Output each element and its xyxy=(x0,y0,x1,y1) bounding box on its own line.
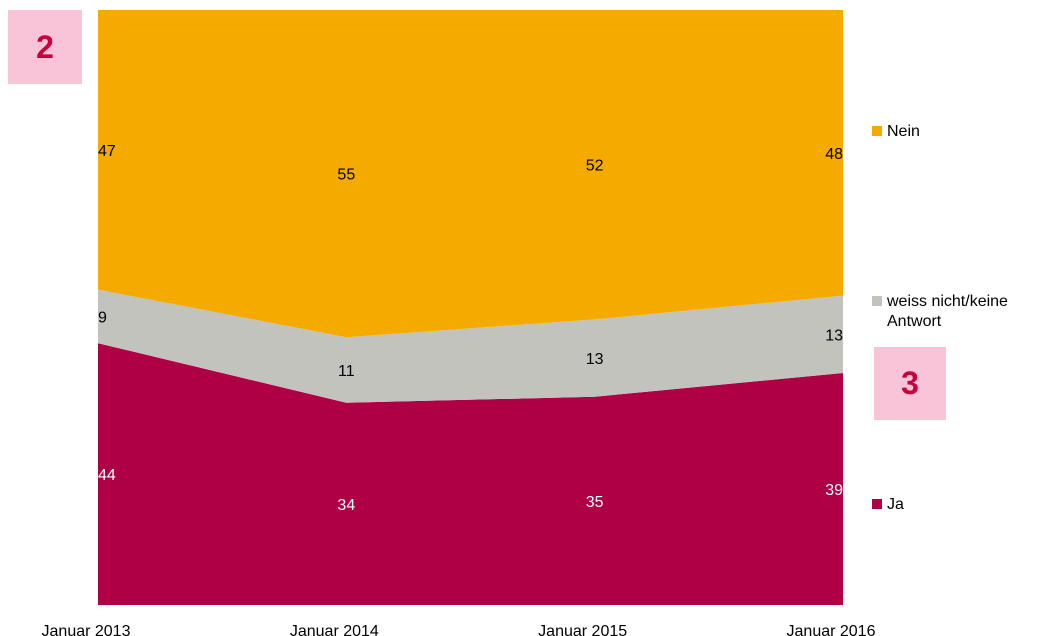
value-label-weiss-nicht-keine-antwort-3: 13 xyxy=(825,327,843,344)
x-tick-label-2: Januar 2015 xyxy=(538,623,627,636)
page-number-badge-3: 3 xyxy=(874,347,946,420)
chart-x-axis: Januar 2013 Januar 2014 Januar 2015 Januar … xyxy=(42,623,876,636)
chart-legend: Ja weiss nicht/keine Antwort Nein xyxy=(872,123,1008,513)
value-label-nein-1: 55 xyxy=(337,167,355,184)
value-label-ja-1: 34 xyxy=(337,497,355,514)
chart-areas xyxy=(98,10,843,605)
area-weiss-nicht-keine-antwort xyxy=(98,289,843,403)
area-ja xyxy=(98,343,843,605)
value-label-nein-2: 52 xyxy=(586,158,604,175)
legend-label-ja: Ja xyxy=(887,496,904,513)
page-number-badge-2: 2 xyxy=(8,10,82,84)
legend-swatch-ja xyxy=(872,499,882,509)
x-tick-label-0: Januar 2013 xyxy=(42,623,131,636)
legend-label-nein: Nein xyxy=(887,123,920,140)
value-label-ja-0: 44 xyxy=(98,467,116,484)
legend-label-weiss-nicht-keine-antwort: weiss nicht/keine Antwort xyxy=(886,293,1008,330)
value-label-nein-3: 48 xyxy=(825,146,843,163)
value-label-weiss-nicht-keine-antwort-0: 9 xyxy=(98,309,107,326)
chart-value-labels: 44 34 35 39 9 11 13 13 47 55 52 48 xyxy=(98,143,843,514)
value-label-ja-2: 35 xyxy=(586,494,604,511)
value-label-weiss-nicht-keine-antwort-2: 13 xyxy=(586,351,604,368)
x-tick-label-1: Januar 2014 xyxy=(290,623,379,636)
value-label-nein-0: 47 xyxy=(98,143,116,160)
value-label-weiss-nicht-keine-antwort-1: 11 xyxy=(338,363,355,380)
x-tick-label-3: Januar 2016 xyxy=(787,623,876,636)
area-nein xyxy=(98,10,843,338)
legend-swatch-weiss-nicht-keine-antwort xyxy=(872,296,882,306)
value-label-ja-3: 39 xyxy=(825,482,843,499)
legend-swatch-nein xyxy=(872,126,882,136)
